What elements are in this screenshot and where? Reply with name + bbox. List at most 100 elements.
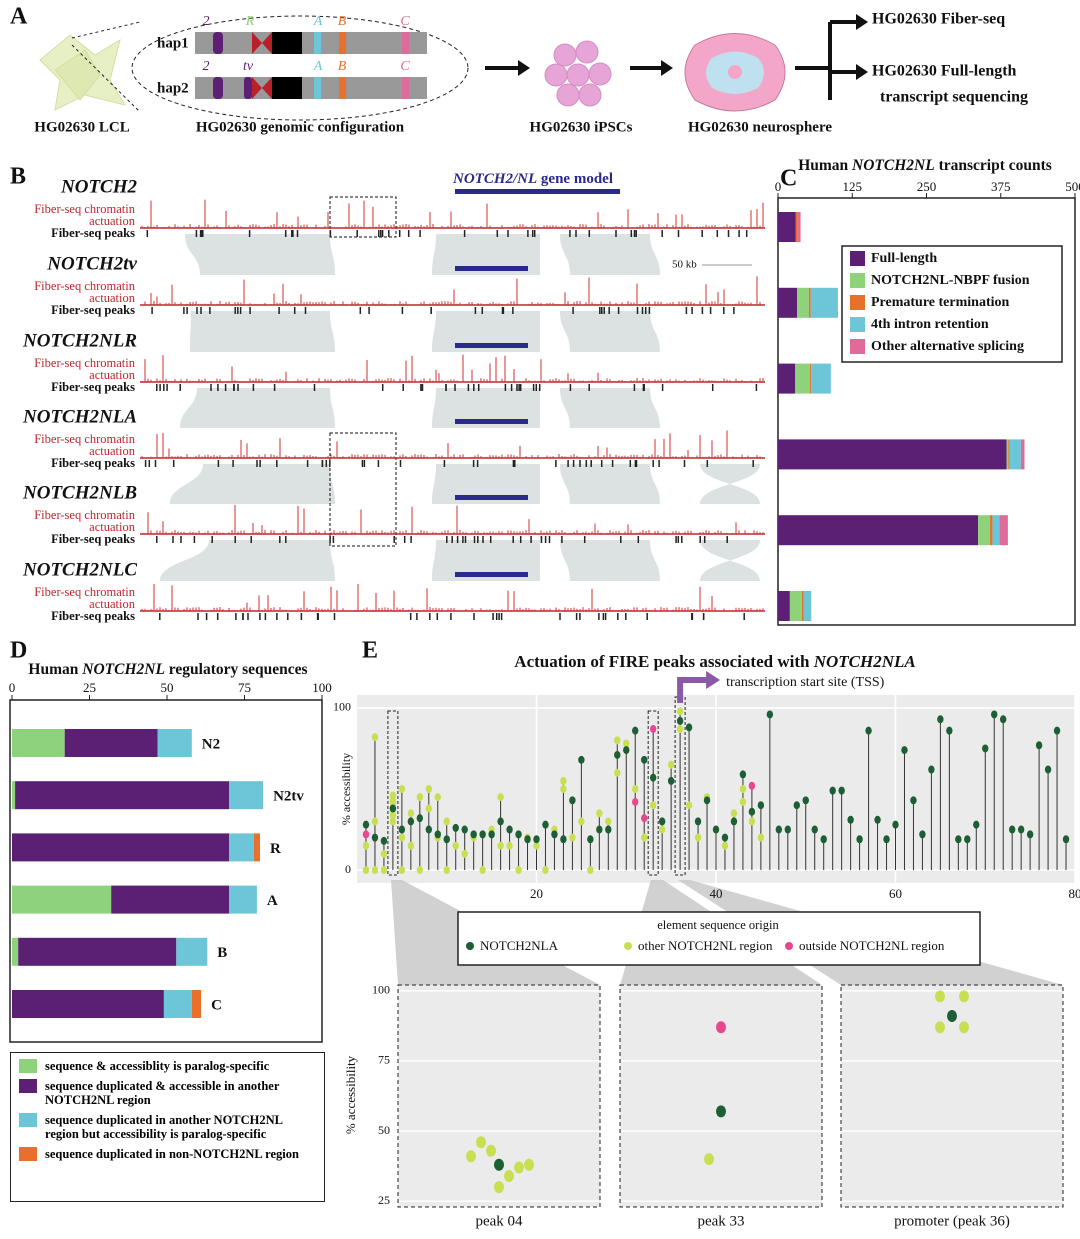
bar-segment [797,288,809,318]
point [959,990,969,1002]
haplotype-label: hap1 [157,35,189,51]
panel-label: A [10,4,28,30]
point [713,826,719,834]
point [641,756,647,764]
point [659,826,665,834]
point [1018,826,1024,834]
point [910,796,916,804]
point [494,1181,504,1193]
scale-bar-label: 50 kb [672,259,697,271]
point [973,821,979,829]
legend-swatch [19,1059,37,1073]
bar-segment [778,515,978,545]
point [677,725,683,733]
bar-segment [192,990,201,1018]
point [695,834,701,842]
point [623,746,629,754]
peak-calls [160,613,744,620]
ribbon [700,540,760,581]
panel-label: B [10,164,26,190]
point [874,816,880,824]
arrow [485,14,868,100]
point [381,866,387,874]
ribbon [560,464,660,504]
point [749,817,755,825]
bar-segment [12,833,229,861]
point [838,787,844,795]
gene-model [455,189,620,194]
bar-segment [12,886,111,914]
point [372,834,378,842]
y-tick-label: 25 [378,1193,390,1207]
bar-segment [12,990,164,1018]
point [444,835,450,843]
panel-label: E [362,638,378,664]
point [587,866,593,874]
point [847,816,853,824]
marker-label: B [338,59,347,74]
actuation-signal [142,355,763,382]
legend-label: outside NOTCH2NL region [799,938,945,953]
ribbon [560,311,660,352]
legend-entry: sequence & accessiblity is paralog-speci… [19,1059,316,1073]
point [506,826,512,834]
point [363,866,369,874]
stage-label: HG02630 neurosphere [688,119,832,135]
point [560,777,566,785]
point [614,769,620,777]
category-label: N2tv [273,789,304,805]
bar-segment [802,591,804,621]
point [506,842,512,850]
legend-swatch [19,1147,37,1161]
gene-model-label-part: NOTCH2/NL [452,171,537,187]
panel-x-label: promoter (peak 36) [894,1213,1010,1229]
chart-title: Human NOTCH2NL regulatory sequences [28,661,307,678]
legend-swatch [850,273,865,288]
bar-segment [12,729,65,757]
x-tick-label: 125 [843,179,863,194]
point [408,842,414,850]
point [488,830,494,838]
zoom-line [72,22,140,38]
point [390,804,396,812]
point [632,798,638,806]
bar-segment [778,364,795,394]
point [417,814,423,822]
bar-segment [12,781,15,809]
track-label: Fiber-seq peaks [51,532,135,546]
legend-entry: sequence duplicated & accessible in anot… [19,1079,316,1107]
tss-arrowhead [706,671,720,689]
point [614,736,620,744]
gene-name: NOTCH2NLB [22,482,137,503]
point [578,756,584,764]
point [399,834,405,842]
marker-label: C [400,14,410,29]
legend-swatch [850,251,865,266]
bar-segment [795,364,810,394]
point [614,751,620,759]
point [641,834,647,842]
point [959,1021,969,1033]
point [821,835,827,843]
marker-label: A [313,59,323,74]
bar-segment [164,990,192,1018]
bar-segment [1010,439,1021,469]
point [444,817,450,825]
point [486,1145,496,1157]
chromosome [195,77,427,99]
point [935,1021,945,1033]
legend-label: 4th intron retention [871,317,989,332]
bar-segment [229,833,254,861]
gene-name: NOTCH2NLA [22,406,137,427]
bar-segment [790,591,802,621]
point [686,801,692,809]
point [363,821,369,829]
bar-segment [229,886,257,914]
legend-entry: sequence duplicated in non-NOTCH2NL regi… [19,1147,316,1161]
zoom-ellipse [132,16,468,120]
ribbon [180,388,335,428]
chart-title: Actuation of FIRE peaks associated with … [514,652,915,671]
chart-title-part: regulatory sequences [165,661,308,678]
bar-segment [810,364,811,394]
point [462,826,468,834]
